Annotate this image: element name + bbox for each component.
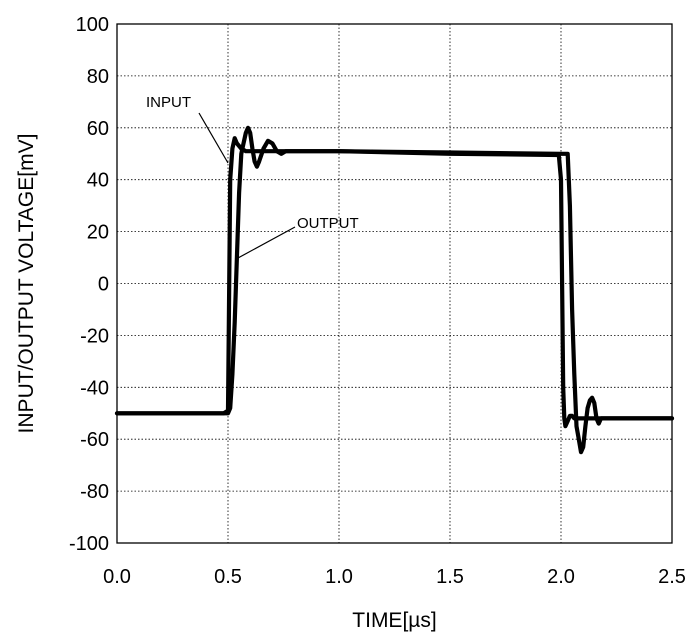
- y-tick-label: 0: [98, 274, 109, 296]
- x-tick-label: 2.5: [658, 566, 686, 588]
- y-tick-label: 20: [87, 222, 109, 244]
- series-line-output: [114, 125, 675, 455]
- x-tick-label: 0.0: [103, 566, 131, 588]
- x-axis-title: TIME[µs]: [352, 609, 436, 632]
- x-tick-label: 1.0: [325, 566, 353, 588]
- y-tick-label: -20: [80, 325, 109, 347]
- y-tick-label: -80: [80, 481, 109, 503]
- y-tick-label: 100: [76, 14, 109, 36]
- x-tick-label: 1.5: [436, 566, 464, 588]
- annotation-leader-input: [198, 112, 229, 164]
- series-line-input: [114, 136, 675, 429]
- y-tick-label: 40: [87, 170, 109, 192]
- y-axis-title: INPUT/OUTPUT VOLTAGE[mV]: [15, 134, 38, 434]
- y-axis-tick-labels: 100 80 60 40 20 0 -20 -40 -60 -80 -100: [69, 14, 109, 555]
- x-axis-tick-labels: 0.0 0.5 1.0 1.5 2.0 2.5: [103, 566, 686, 588]
- annotation-label-input: INPUT: [146, 94, 191, 111]
- annotations: INPUT OUTPUT: [146, 94, 359, 259]
- plot-frame: [116, 23, 673, 544]
- y-tick-label: -40: [80, 377, 109, 399]
- y-tick-label: 60: [87, 118, 109, 140]
- grid: [117, 24, 672, 543]
- series-group: [114, 125, 675, 455]
- x-tick-label: 0.5: [214, 566, 242, 588]
- annotation-leader-output: [237, 226, 296, 259]
- annotation-label-output: OUTPUT: [297, 215, 359, 232]
- y-tick-label: -60: [80, 429, 109, 451]
- y-tick-label: -100: [69, 533, 109, 555]
- x-tick-label: 2.0: [547, 566, 575, 588]
- y-tick-label: 80: [87, 66, 109, 88]
